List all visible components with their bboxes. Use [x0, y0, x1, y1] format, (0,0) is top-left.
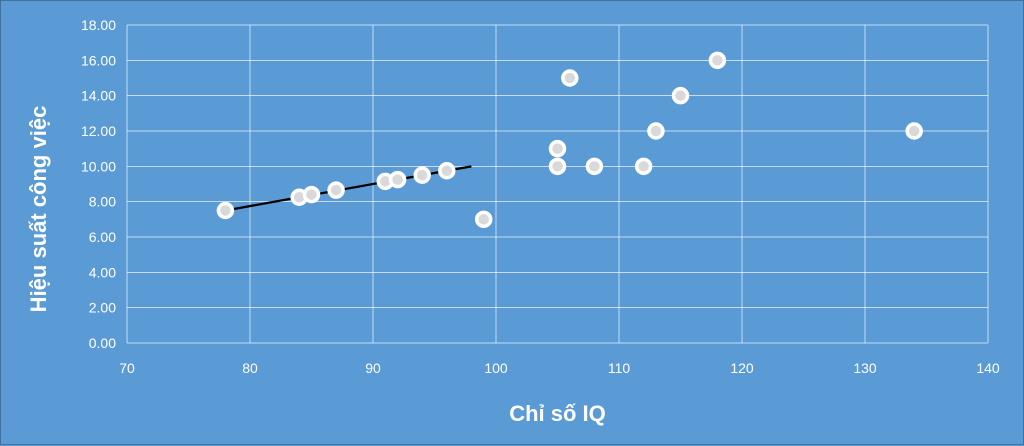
y-tick-label: 8.00 — [89, 194, 116, 210]
y-tick-label: 18.00 — [81, 17, 116, 33]
y-tick-label: 14.00 — [81, 88, 116, 104]
data-point — [413, 166, 431, 184]
data-point — [561, 69, 579, 87]
y-axis-tick-labels: 0.00 2.00 4.00 6.00 8.00 10.00 12.00 14.00 16.00… — [81, 17, 116, 351]
data-point — [548, 139, 567, 158]
data-point — [647, 122, 665, 140]
data-point — [474, 210, 493, 229]
x-axis-tick-labels: 70 80 90 100 110 120 130 140 — [119, 360, 1000, 376]
gridlines — [126, 24, 989, 344]
x-tick-label: 120 — [730, 360, 754, 376]
x-tick-label: 70 — [119, 360, 135, 376]
data-point — [634, 157, 653, 176]
x-tick-label: 140 — [976, 360, 1000, 376]
data-point — [671, 86, 690, 105]
y-tick-label: 16.00 — [81, 52, 116, 68]
x-axis-title: Chỉ số IQ — [509, 401, 606, 426]
x-tick-label: 80 — [242, 360, 258, 376]
trendline — [225, 165, 472, 212]
trendline-series — [225, 165, 472, 212]
data-point — [708, 51, 727, 70]
x-tick-label: 110 — [608, 360, 631, 376]
data-point — [548, 157, 567, 176]
scatter-series — [216, 51, 923, 229]
data-point — [438, 162, 456, 180]
y-tick-label: 0.00 — [89, 335, 116, 351]
data-point — [327, 181, 345, 199]
data-point — [302, 185, 321, 204]
y-tick-label: 4.00 — [89, 264, 116, 280]
data-point — [216, 201, 235, 220]
y-tick-label: 12.00 — [81, 123, 116, 139]
x-tick-label: 100 — [484, 360, 508, 376]
data-point — [585, 157, 604, 176]
y-axis-title: Hiệu suất công việc — [26, 106, 51, 313]
y-tick-label: 6.00 — [89, 229, 116, 245]
data-point — [905, 122, 923, 140]
x-tick-label: 90 — [365, 360, 381, 376]
data-point — [388, 170, 407, 189]
y-tick-label: 2.00 — [89, 300, 116, 316]
x-tick-label: 130 — [853, 360, 877, 376]
y-tick-label: 10.00 — [81, 158, 116, 174]
